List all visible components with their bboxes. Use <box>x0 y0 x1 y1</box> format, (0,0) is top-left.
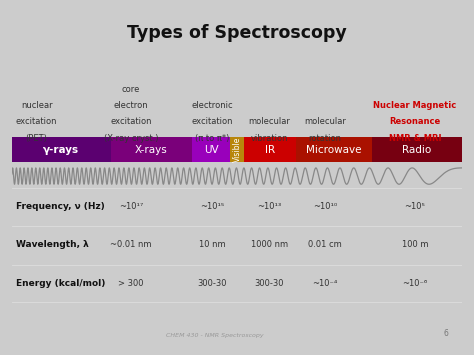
Text: Wavelength, λ: Wavelength, λ <box>16 240 89 250</box>
Text: ~10⁻⁴: ~10⁻⁴ <box>312 279 337 288</box>
Text: electronic: electronic <box>191 101 233 110</box>
Bar <box>111 137 192 162</box>
Text: 0.01 cm: 0.01 cm <box>308 240 342 250</box>
Text: 10 nm: 10 nm <box>199 240 226 250</box>
Text: rotation: rotation <box>308 133 341 143</box>
Bar <box>244 137 296 162</box>
Text: (X-ray cryst.): (X-ray cryst.) <box>104 133 158 143</box>
Bar <box>296 137 372 162</box>
Text: (π to π*): (π to π*) <box>195 133 229 143</box>
Bar <box>230 137 244 162</box>
Text: Nuclear Magnetic: Nuclear Magnetic <box>373 101 456 110</box>
Text: 1000 nm: 1000 nm <box>251 240 288 250</box>
Text: 100 m: 100 m <box>401 240 428 250</box>
Bar <box>12 137 111 162</box>
Text: (PET): (PET) <box>26 133 47 143</box>
Text: core: core <box>122 85 140 94</box>
Text: 6: 6 <box>444 329 448 338</box>
Text: ~0.01 nm: ~0.01 nm <box>110 240 152 250</box>
Bar <box>372 137 462 162</box>
Text: excitation: excitation <box>110 118 152 126</box>
Text: molecular: molecular <box>304 118 346 126</box>
Text: ~10⁵: ~10⁵ <box>404 202 425 211</box>
Text: ~10¹³: ~10¹³ <box>257 202 282 211</box>
Text: Types of Spectroscopy: Types of Spectroscopy <box>127 24 347 42</box>
Text: ~10¹⁰: ~10¹⁰ <box>313 202 337 211</box>
Text: Microwave: Microwave <box>306 145 362 155</box>
Text: Energy (kcal/mol): Energy (kcal/mol) <box>16 279 106 288</box>
Text: ~10⁻⁶: ~10⁻⁶ <box>402 279 428 288</box>
Text: Frequency, ν (Hz): Frequency, ν (Hz) <box>16 202 105 211</box>
Text: excitation: excitation <box>16 118 57 126</box>
Text: γ-rays: γ-rays <box>43 145 80 155</box>
Text: > 300: > 300 <box>118 279 144 288</box>
Text: NMR & MRI: NMR & MRI <box>389 133 441 143</box>
Text: CHEM 430 - NMR Spectroscopy: CHEM 430 - NMR Spectroscopy <box>166 333 263 338</box>
Text: X-rays: X-rays <box>135 145 168 155</box>
Text: excitation: excitation <box>191 118 233 126</box>
Text: molecular: molecular <box>248 118 291 126</box>
Text: electron: electron <box>114 101 148 110</box>
Text: IR: IR <box>264 145 275 155</box>
Text: Visible: Visible <box>233 137 241 162</box>
Text: ~10¹⁵: ~10¹⁵ <box>200 202 224 211</box>
Text: 300-30: 300-30 <box>198 279 227 288</box>
Text: 300-30: 300-30 <box>255 279 284 288</box>
Text: UV: UV <box>204 145 219 155</box>
Text: nuclear: nuclear <box>21 101 53 110</box>
Text: vibration: vibration <box>251 133 288 143</box>
Text: Resonance: Resonance <box>389 118 440 126</box>
Text: ~10¹⁷: ~10¹⁷ <box>119 202 143 211</box>
Bar <box>192 137 230 162</box>
Text: Radio: Radio <box>402 145 432 155</box>
